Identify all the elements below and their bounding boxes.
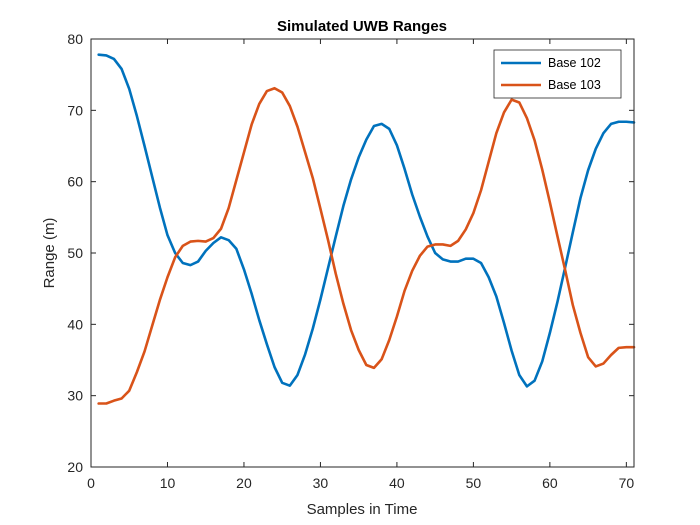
y-tick-label: 50 [67, 245, 83, 261]
y-tick-label: 60 [67, 174, 83, 190]
legend-box [493, 49, 622, 99]
x-tick-label: 40 [389, 475, 405, 491]
y-tick-label: 70 [67, 102, 83, 118]
series-layer [97, 53, 636, 405]
y-axis-label: Range (m) [41, 218, 58, 289]
x-tick-label: 50 [466, 475, 482, 491]
x-tick-label: 20 [236, 475, 252, 491]
x-axis: 0 10 20 30 40 50 60 70 [87, 39, 634, 491]
x-tick-label: 60 [542, 475, 558, 491]
y-tick-label: 80 [67, 31, 83, 47]
legend: Base 102 Base 103 [493, 49, 622, 99]
x-tick-label: 70 [619, 475, 635, 491]
legend-label-base-102: Base 102 [548, 56, 601, 70]
x-tick-label: 10 [160, 475, 176, 491]
legend-label-base-103: Base 103 [548, 78, 601, 92]
x-axis-label: Samples in Time [307, 501, 418, 518]
y-axis: 20 30 40 50 60 70 80 [67, 31, 634, 475]
y-tick-label: 20 [67, 459, 83, 475]
x-tick-label: 30 [313, 475, 329, 491]
y-tick-label: 40 [67, 316, 83, 332]
x-tick-label: 0 [87, 475, 95, 491]
series-line-base-103 [97, 86, 636, 405]
y-tick-label: 30 [67, 388, 83, 404]
chart-title: Simulated UWB Ranges [277, 18, 447, 35]
series-line-base-102 [97, 53, 636, 388]
